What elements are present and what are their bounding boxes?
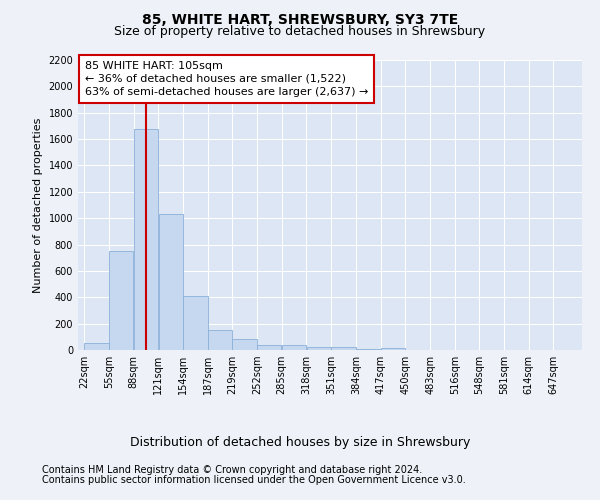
Bar xyxy=(257,344,281,350)
Bar xyxy=(158,214,183,350)
Bar xyxy=(331,348,356,350)
Bar xyxy=(84,344,109,350)
Text: Contains HM Land Registry data © Crown copyright and database right 2024.: Contains HM Land Registry data © Crown c… xyxy=(42,465,422,475)
Text: 85 WHITE HART: 105sqm
← 36% of detached houses are smaller (1,522)
63% of semi-d: 85 WHITE HART: 105sqm ← 36% of detached … xyxy=(85,60,368,97)
Bar xyxy=(381,348,405,350)
Y-axis label: Number of detached properties: Number of detached properties xyxy=(33,118,43,292)
Bar xyxy=(307,348,331,350)
Bar xyxy=(232,340,257,350)
Bar xyxy=(356,348,380,350)
Text: 85, WHITE HART, SHREWSBURY, SY3 7TE: 85, WHITE HART, SHREWSBURY, SY3 7TE xyxy=(142,12,458,26)
Bar xyxy=(208,330,232,350)
Bar xyxy=(109,251,133,350)
Bar xyxy=(134,128,158,350)
Bar xyxy=(184,296,208,350)
Text: Distribution of detached houses by size in Shrewsbury: Distribution of detached houses by size … xyxy=(130,436,470,449)
Text: Size of property relative to detached houses in Shrewsbury: Size of property relative to detached ho… xyxy=(115,25,485,38)
Bar xyxy=(282,346,306,350)
Text: Contains public sector information licensed under the Open Government Licence v3: Contains public sector information licen… xyxy=(42,475,466,485)
